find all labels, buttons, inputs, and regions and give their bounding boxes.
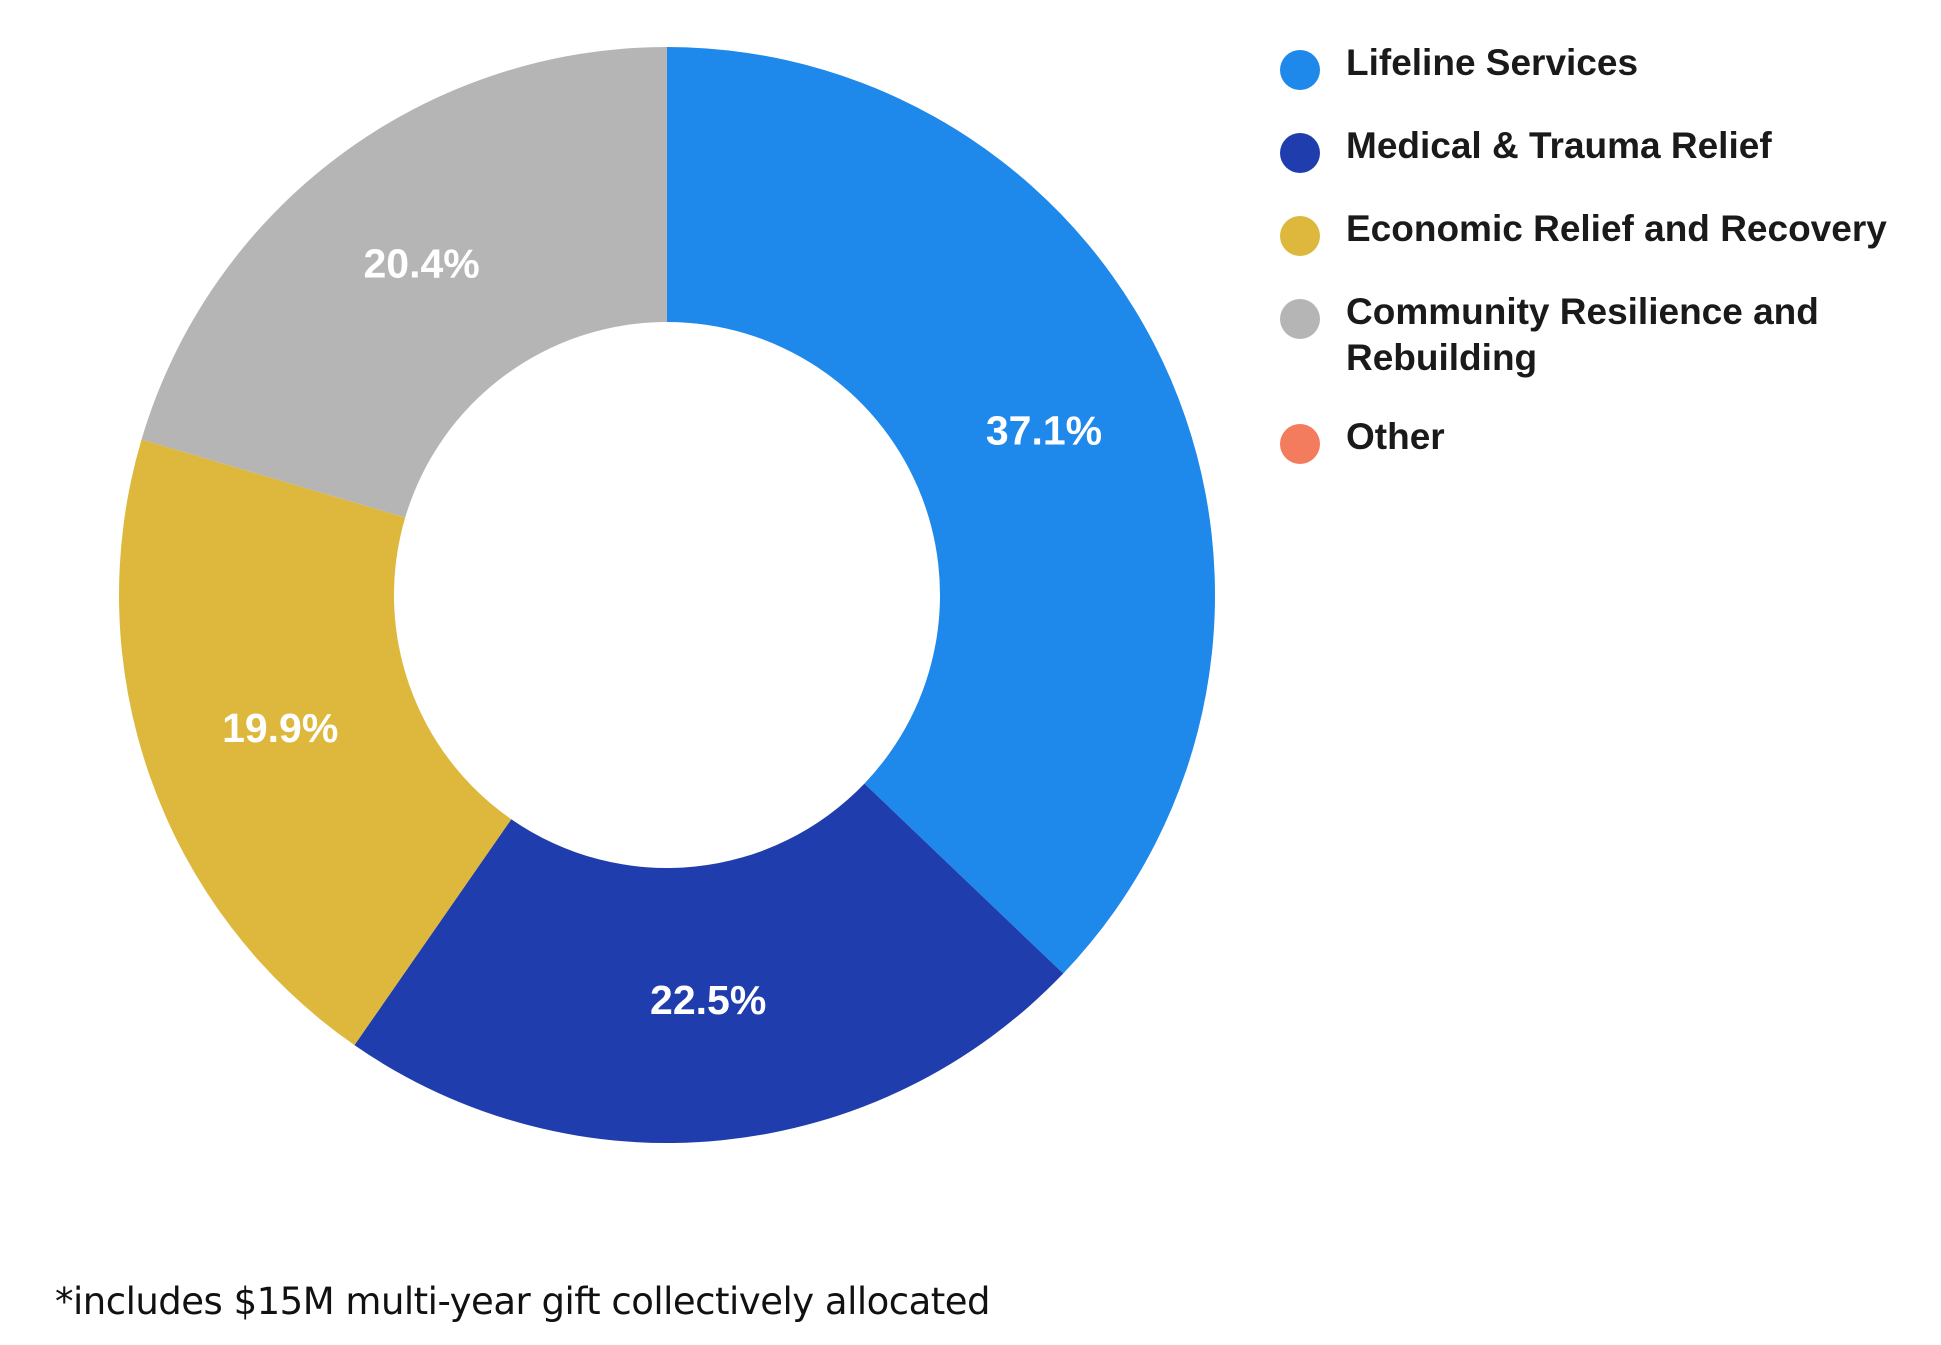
legend-label: Lifeline Services: [1346, 42, 1639, 83]
donut-chart: 37.1% 22.5% 19.9% 20.4%: [119, 47, 1215, 1144]
footnote: *includes $15M multi-year gift collectiv…: [55, 1280, 991, 1323]
donut-slices: [119, 47, 1215, 1144]
legend-item-community-resilience-and-rebuilding: Community Resilience and Rebuilding: [1280, 289, 1940, 381]
legend-swatch: [1280, 216, 1320, 256]
slice-lifeline-services: [667, 47, 1215, 974]
chart-legend: Lifeline Services Medical & Trauma Relief…: [1280, 40, 1940, 497]
legend-item-economic-relief-and-recovery: Economic Relief and Recovery: [1280, 206, 1940, 256]
legend-item-medical-and-trauma-relief: Medical & Trauma Relief: [1280, 123, 1940, 173]
legend-swatch: [1280, 133, 1320, 173]
legend-label: Community Resilience and Rebuilding: [1346, 291, 1819, 378]
slice-label-lifeline-services: 37.1%: [986, 408, 1102, 454]
legend-label: Other: [1346, 416, 1445, 457]
legend-swatch: [1280, 299, 1320, 339]
slice-labels: 37.1% 22.5% 19.9% 20.4%: [222, 240, 1102, 1022]
slice-label-community-resilience-and-rebuilding: 20.4%: [364, 240, 480, 286]
legend-swatch: [1280, 424, 1320, 464]
slice-economic-relief-and-recovery: [119, 439, 512, 1046]
legend-label: Economic Relief and Recovery: [1346, 208, 1887, 249]
legend-item-lifeline-services: Lifeline Services: [1280, 40, 1940, 90]
slice-community-resilience-and-rebuilding: [141, 47, 667, 518]
slice-label-economic-relief-and-recovery: 19.9%: [222, 705, 338, 751]
legend-label: Medical & Trauma Relief: [1346, 125, 1772, 166]
slice-label-medical-and-trauma-relief: 22.5%: [650, 977, 766, 1023]
slice-medical-and-trauma-relief: [354, 783, 1064, 1144]
legend-item-other: Other: [1280, 414, 1940, 464]
legend-swatch: [1280, 50, 1320, 90]
